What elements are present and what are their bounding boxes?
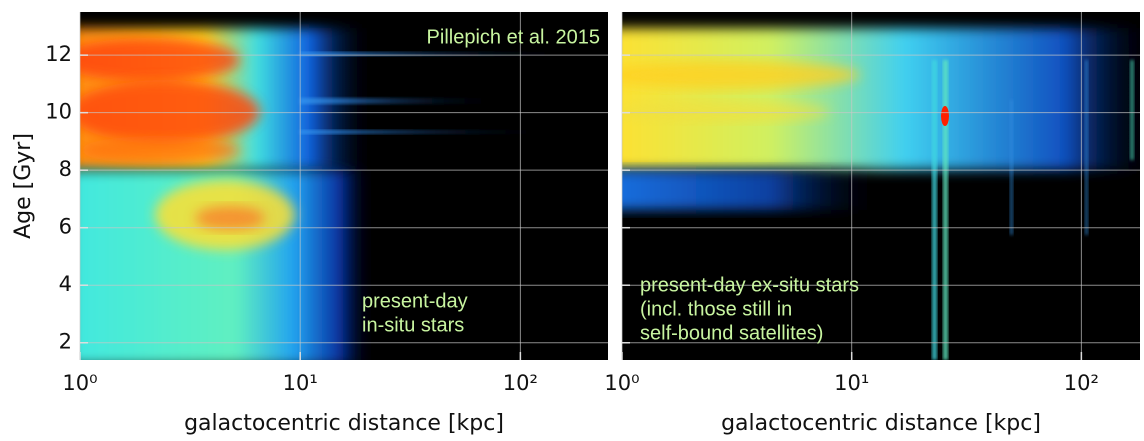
density-peak: [80, 38, 240, 82]
density-region: [622, 170, 880, 210]
x-tick-label: 10⁰: [62, 371, 97, 395]
x-tick-label: 10¹: [834, 371, 869, 395]
density-stripe: [1130, 60, 1134, 160]
x-tick-label: 10²: [503, 371, 538, 395]
density-streak: [300, 98, 500, 104]
y-axis-label: Age [Gyr]: [11, 133, 36, 239]
x-tick-label: 10⁰: [604, 371, 639, 395]
density-peak: [941, 106, 949, 126]
density-peak: [80, 136, 240, 164]
x-axis-label: galactocentric distance [kpc]: [184, 411, 504, 436]
density-streak: [300, 52, 570, 56]
annotation: Pillepich et al. 2015: [427, 26, 600, 48]
density-map: [622, 12, 1140, 360]
y-tick-label: 10: [45, 100, 72, 124]
density-peak: [195, 206, 265, 230]
density-peak: [622, 102, 830, 122]
density-region: [622, 28, 1140, 170]
annotation: present-day: [362, 290, 468, 312]
axes: 10⁰ 10¹ 10² 2 4 6 8 10 12 galactocentric distance…: [11, 12, 1140, 436]
density-stripe: [1010, 100, 1013, 235]
density-peak: [80, 80, 260, 144]
density-peak: [622, 61, 860, 89]
density-stripe: [943, 60, 948, 360]
density-map: [80, 12, 608, 360]
annotation: in-situ stars: [362, 314, 464, 336]
x-tick-label: 10¹: [283, 371, 318, 395]
annotation: (incl. those still in: [640, 298, 792, 320]
y-tick-label: 12: [45, 42, 72, 66]
density-stripe: [932, 60, 937, 360]
x-tick-label: 10²: [1064, 371, 1099, 395]
annotation: self-bound satellites): [640, 322, 823, 344]
annotation: present-day ex-situ stars: [640, 274, 859, 296]
y-tick-label: 2: [59, 330, 72, 354]
y-tick-label: 8: [59, 157, 72, 181]
density-stripe: [1085, 60, 1088, 235]
y-tick-label: 4: [59, 272, 72, 296]
y-tick-label: 6: [59, 215, 72, 239]
density-streak: [300, 130, 550, 134]
x-axis-label: galactocentric distance [kpc]: [721, 411, 1041, 436]
